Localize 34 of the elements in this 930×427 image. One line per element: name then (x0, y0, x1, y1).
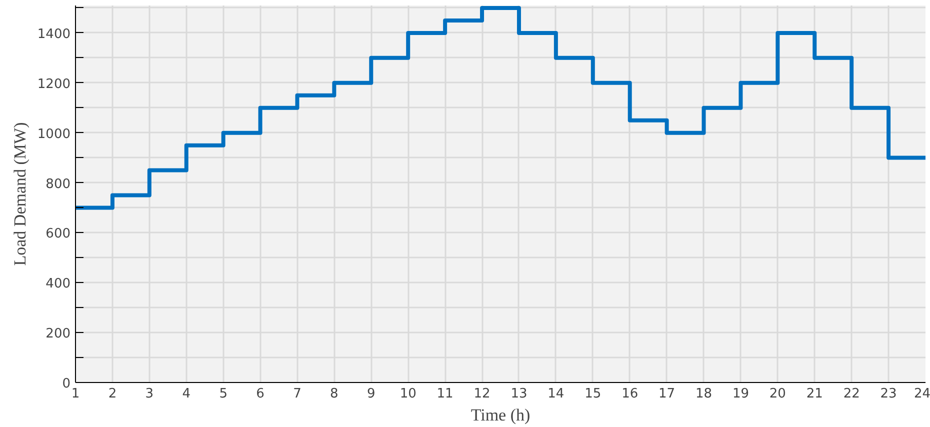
y-tick-label: 0 (62, 376, 71, 392)
x-tick-label: 16 (622, 386, 638, 402)
y-tick-label: 400 (46, 276, 71, 292)
x-tick-label: 5 (219, 386, 228, 402)
y-tick-label: 1400 (37, 26, 71, 42)
y-tick-label: 1200 (37, 76, 71, 92)
x-axis-title: Time (h) (470, 406, 530, 424)
y-tick-label: 1000 (37, 126, 71, 142)
x-tick-label: 12 (474, 386, 490, 402)
x-tick-label: 3 (145, 386, 154, 402)
x-tick-label: 7 (293, 386, 302, 402)
x-tick-label: 4 (182, 386, 191, 402)
y-axis-title: Load Demand (MW) (10, 122, 30, 266)
x-tick-label: 1 (71, 386, 80, 402)
x-tick-label: 18 (695, 386, 712, 402)
x-tick-label: 10 (400, 386, 416, 402)
x-tick-label: 11 (436, 386, 454, 402)
y-tick-label: 600 (46, 226, 71, 242)
x-tick-label: 17 (658, 386, 676, 402)
x-tick-label: 6 (256, 386, 264, 402)
x-tick-label: 13 (510, 386, 528, 402)
x-tick-label: 22 (843, 386, 860, 402)
x-tick-label: 8 (330, 386, 338, 402)
x-tick-label: 2 (108, 386, 117, 402)
y-tick-label: 800 (46, 176, 71, 192)
x-tick-label: 15 (584, 386, 602, 402)
x-tick-label: 9 (367, 386, 376, 402)
x-tick-label: 21 (806, 386, 823, 402)
x-tick-label: 14 (548, 386, 564, 402)
x-tick-label: 24 (914, 386, 930, 402)
x-tick-label: 20 (769, 386, 786, 402)
x-tick-label: 19 (732, 386, 749, 402)
x-tick-label: 23 (880, 386, 897, 402)
y-tick-label: 200 (46, 326, 71, 342)
